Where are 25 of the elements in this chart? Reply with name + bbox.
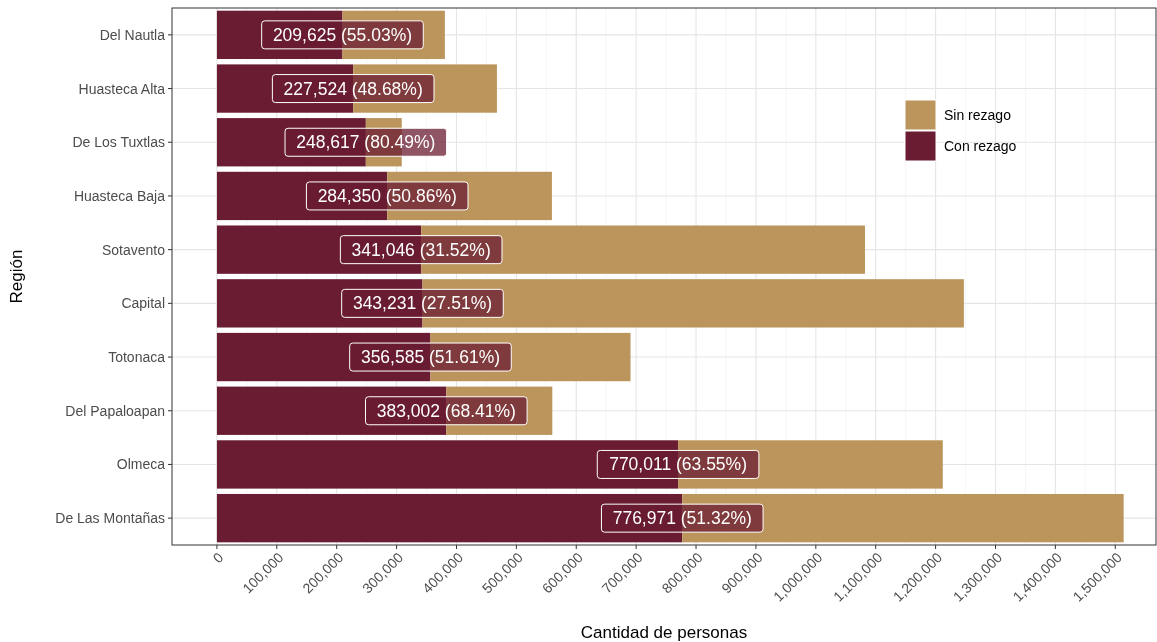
y-tick-label: De Los Tuxtlas	[72, 134, 165, 151]
data-label: 209,625 (55.03%)	[272, 24, 413, 45]
data-label: 227,524 (48.68%)	[283, 78, 423, 99]
data-label: 284,350 (50.86%)	[317, 185, 457, 206]
y-tick-label: Huasteca Alta	[78, 80, 166, 97]
y-tick-label: Totonaca	[108, 349, 166, 366]
y-tick-label: Del Papaloapan	[65, 402, 165, 419]
x-axis-title: Cantidad de personas	[580, 623, 748, 642]
y-axis-title: Región	[7, 249, 26, 304]
y-tick-label: De Las Montañas	[55, 510, 165, 527]
y-tick-label: Capital	[121, 295, 165, 312]
data-label: 248,617 (80.49%)	[296, 132, 436, 153]
legend-label: Sin rezago	[944, 107, 1012, 123]
legend-label: Con rezago	[944, 138, 1017, 154]
data-label: 343,231 (27.51%)	[352, 293, 493, 314]
data-label: 383,002 (68.41%)	[376, 400, 516, 421]
y-tick-label: Olmeca	[116, 456, 166, 473]
data-label: 356,585 (51.61%)	[360, 347, 501, 368]
data-label: 770,011 (63.55%)	[609, 454, 747, 475]
y-tick-label: Del Nautla	[99, 26, 166, 43]
y-tick-label: Huasteca Baja	[73, 187, 166, 204]
data-label: 341,046 (31.52%)	[351, 239, 491, 260]
y-tick-label: Sotavento	[101, 241, 166, 258]
data-label: 776,971 (51.32%)	[612, 508, 752, 529]
x-tick-label: 0	[209, 549, 227, 567]
